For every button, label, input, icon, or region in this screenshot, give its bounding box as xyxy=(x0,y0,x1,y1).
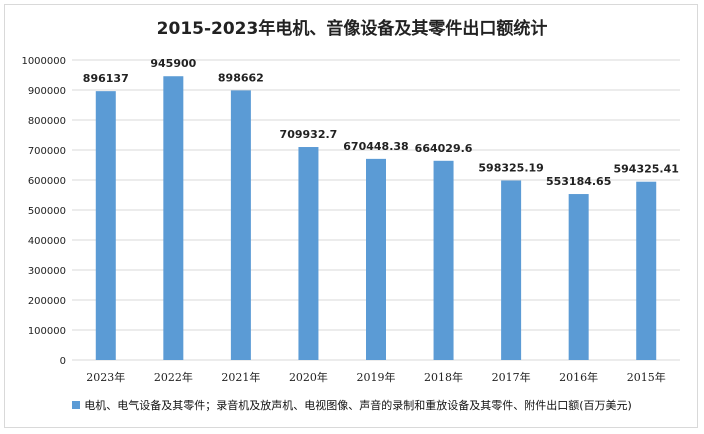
x-tick-label: 2018年 xyxy=(424,370,463,384)
bar xyxy=(298,147,319,360)
bar xyxy=(95,91,116,360)
x-tick-label: 2020年 xyxy=(289,370,328,384)
x-tick-label: 2023年 xyxy=(86,370,125,384)
x-tick-label: 2022年 xyxy=(154,370,193,384)
bar xyxy=(366,158,386,360)
data-label: 598325.19 xyxy=(478,162,543,175)
legend-label: 电机、电气设备及其零件；录音机及放声机、电视图像、声音的录制和重放设备及其零件、… xyxy=(84,399,632,412)
y-tick-label: 900000 xyxy=(28,86,66,97)
data-label: 898662 xyxy=(218,71,264,84)
x-tick-label: 2016年 xyxy=(559,370,598,384)
bar xyxy=(230,90,251,360)
y-tick-label: 400000 xyxy=(28,236,66,247)
x-axis-labels: 2023年 2022年 2021年 2020年 2019年 2018年 2017年 2016年… xyxy=(86,370,665,384)
data-label: 553184.65 xyxy=(546,175,611,188)
y-tick-label: 700000 xyxy=(28,146,66,157)
bar xyxy=(501,180,522,360)
y-tick-label: 300000 xyxy=(28,266,66,277)
y-tick-label: 500000 xyxy=(28,206,66,217)
y-tick-label: 100000 xyxy=(28,326,66,337)
x-tick-label: 2019年 xyxy=(357,370,396,384)
data-label: 945900 xyxy=(150,57,196,70)
y-tick-label: 200000 xyxy=(28,296,66,307)
x-tick-label: 2021年 xyxy=(221,370,260,384)
y-axis-ticks: 0 100000 200000 300000 400000 500000 600000 700… xyxy=(21,56,66,367)
bar xyxy=(433,160,454,360)
data-labels: 896137 945900 898662 709932.7 670448.38 66402… xyxy=(83,57,679,188)
data-label: 664029.6 xyxy=(415,142,473,155)
legend: 电机、电气设备及其零件；录音机及放声机、电视图像、声音的录制和重放设备及其零件、… xyxy=(0,397,704,413)
bar xyxy=(568,194,589,360)
chart-title: 2015-2023年电机、音像设备及其零件出口额统计 xyxy=(156,19,548,39)
data-label: 896137 xyxy=(83,72,129,85)
y-tick-label: 0 xyxy=(60,356,66,367)
bar xyxy=(163,76,184,360)
data-label: 709932.7 xyxy=(280,128,338,141)
bars xyxy=(95,76,657,360)
y-tick-label: 1000000 xyxy=(21,56,66,67)
legend-swatch xyxy=(72,401,81,409)
bar xyxy=(636,181,657,360)
y-tick-label: 600000 xyxy=(28,176,66,187)
data-label: 670448.38 xyxy=(343,140,408,153)
data-label: 594325.41 xyxy=(614,163,679,176)
y-tick-label: 800000 xyxy=(28,116,66,127)
x-tick-label: 2015年 xyxy=(627,370,666,384)
x-tick-label: 2017年 xyxy=(492,370,531,384)
